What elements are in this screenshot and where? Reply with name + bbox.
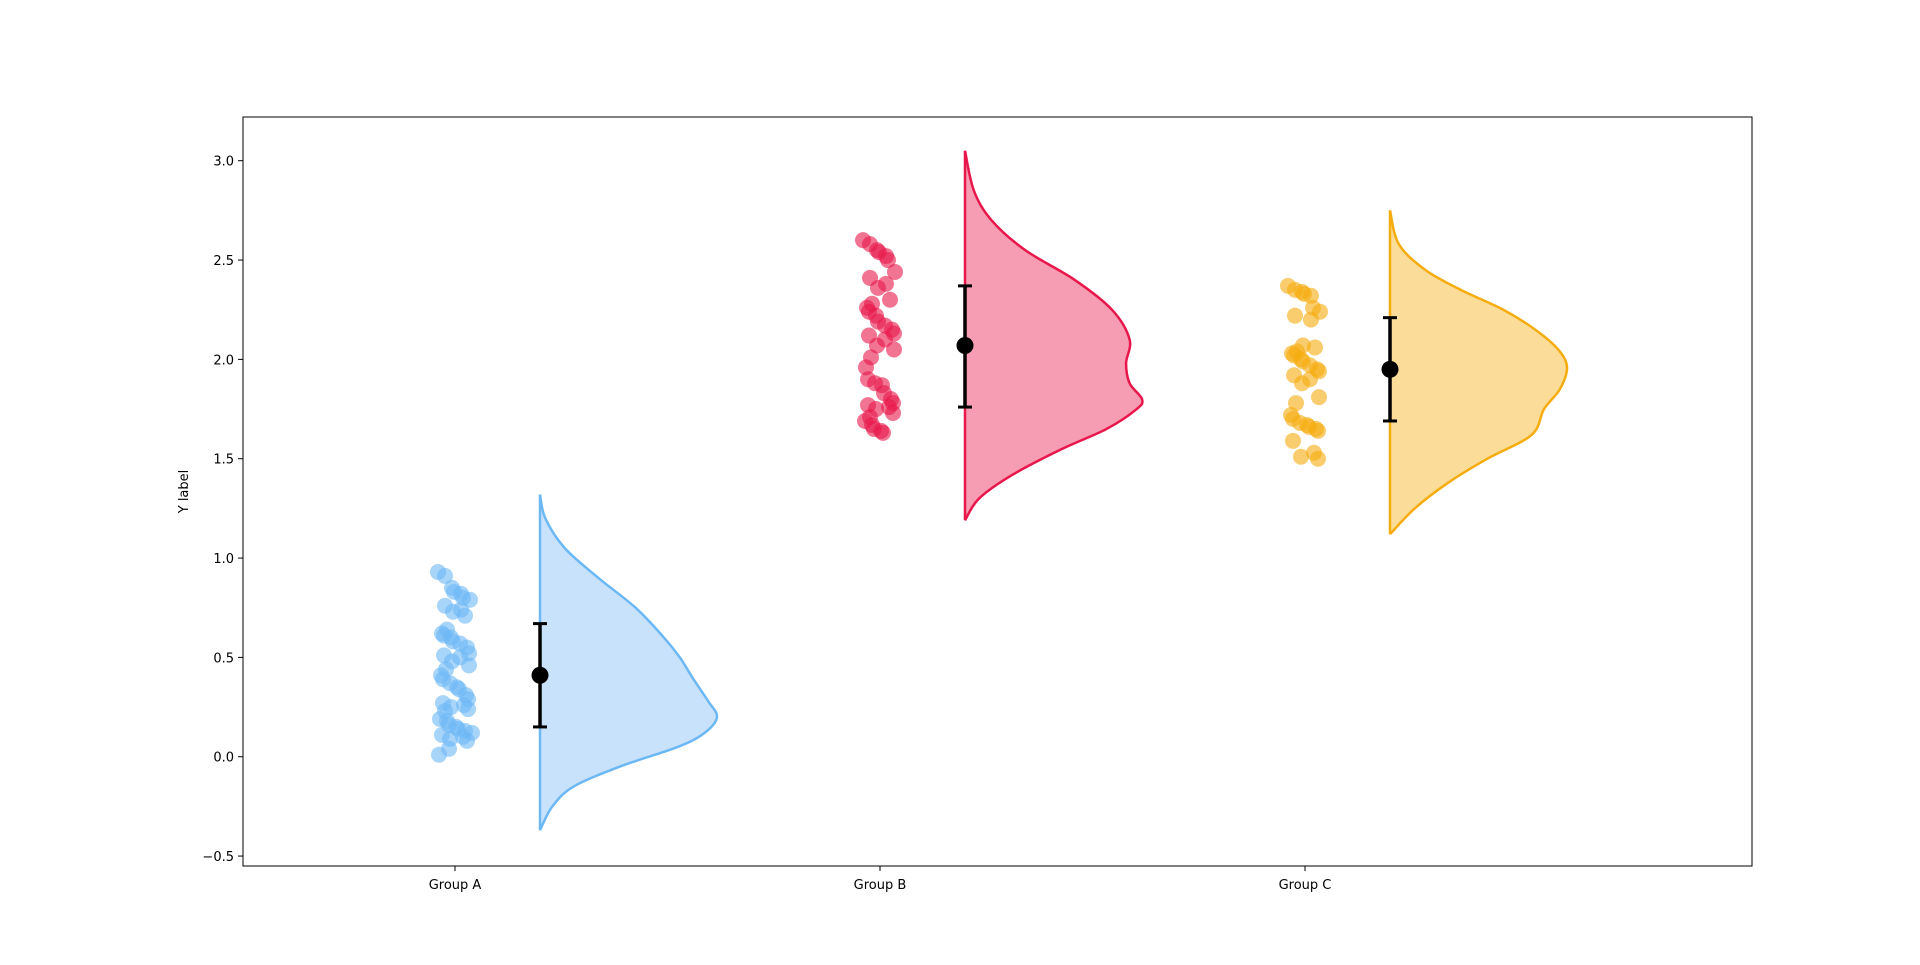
data-point	[1310, 422, 1326, 439]
mean-marker	[956, 336, 974, 354]
data-point	[1307, 339, 1323, 356]
data-point	[459, 732, 475, 749]
data-point	[460, 701, 476, 718]
density-fill-1	[540, 494, 718, 831]
axes-frame	[242, 116, 1753, 867]
density-outline-1	[538, 494, 719, 831]
y-tick-label: −0.5	[202, 850, 234, 865]
x-tick-label: Group C	[1279, 878, 1332, 893]
data-point	[1293, 448, 1309, 465]
points-layer	[430, 232, 1328, 763]
data-point	[461, 657, 477, 674]
density-fill-3	[1390, 210, 1568, 535]
y-tick-label: 0.0	[213, 751, 234, 766]
y-tick-label: 2.5	[213, 254, 234, 269]
y-tick-label: 1.5	[213, 453, 234, 468]
mean-error-layer	[531, 284, 1399, 729]
x-tick-label: Group B	[854, 878, 907, 893]
data-point	[437, 567, 453, 584]
x-tick-label: Group A	[429, 878, 482, 893]
data-point	[1303, 311, 1319, 328]
data-point	[858, 359, 874, 376]
data-point	[880, 252, 896, 269]
data-point	[885, 405, 901, 422]
y-tick-label: 3.0	[213, 155, 234, 170]
x-axis: Group A Group B Group C	[429, 866, 1332, 893]
data-point	[1310, 450, 1326, 467]
mean-marker	[531, 666, 549, 684]
y-axis-label: Y label	[177, 470, 192, 515]
y-axis: −0.5 0.0 0.5 1.0 1.5 2.0 2.5 3.0	[202, 155, 243, 865]
data-point	[882, 291, 898, 308]
density-fill-2	[965, 150, 1143, 521]
data-point	[1303, 287, 1319, 304]
density-outline-3	[1388, 210, 1569, 536]
y-tick-label: 0.5	[213, 651, 234, 666]
data-point	[1294, 375, 1310, 392]
data-point	[445, 603, 461, 620]
data-point	[1287, 307, 1303, 324]
data-point	[887, 263, 903, 280]
data-point	[869, 337, 885, 354]
data-point	[870, 279, 886, 296]
data-point	[875, 424, 891, 441]
density-layer	[538, 150, 1569, 831]
data-point	[457, 607, 473, 624]
data-point	[886, 341, 902, 358]
mean-marker	[1381, 360, 1399, 378]
data-point	[1285, 432, 1301, 449]
y-tick-label: 2.0	[213, 353, 234, 368]
density-outline-2	[963, 150, 1144, 521]
data-point	[431, 746, 447, 763]
y-tick-label: 1.0	[213, 552, 234, 567]
data-point	[1311, 389, 1327, 406]
